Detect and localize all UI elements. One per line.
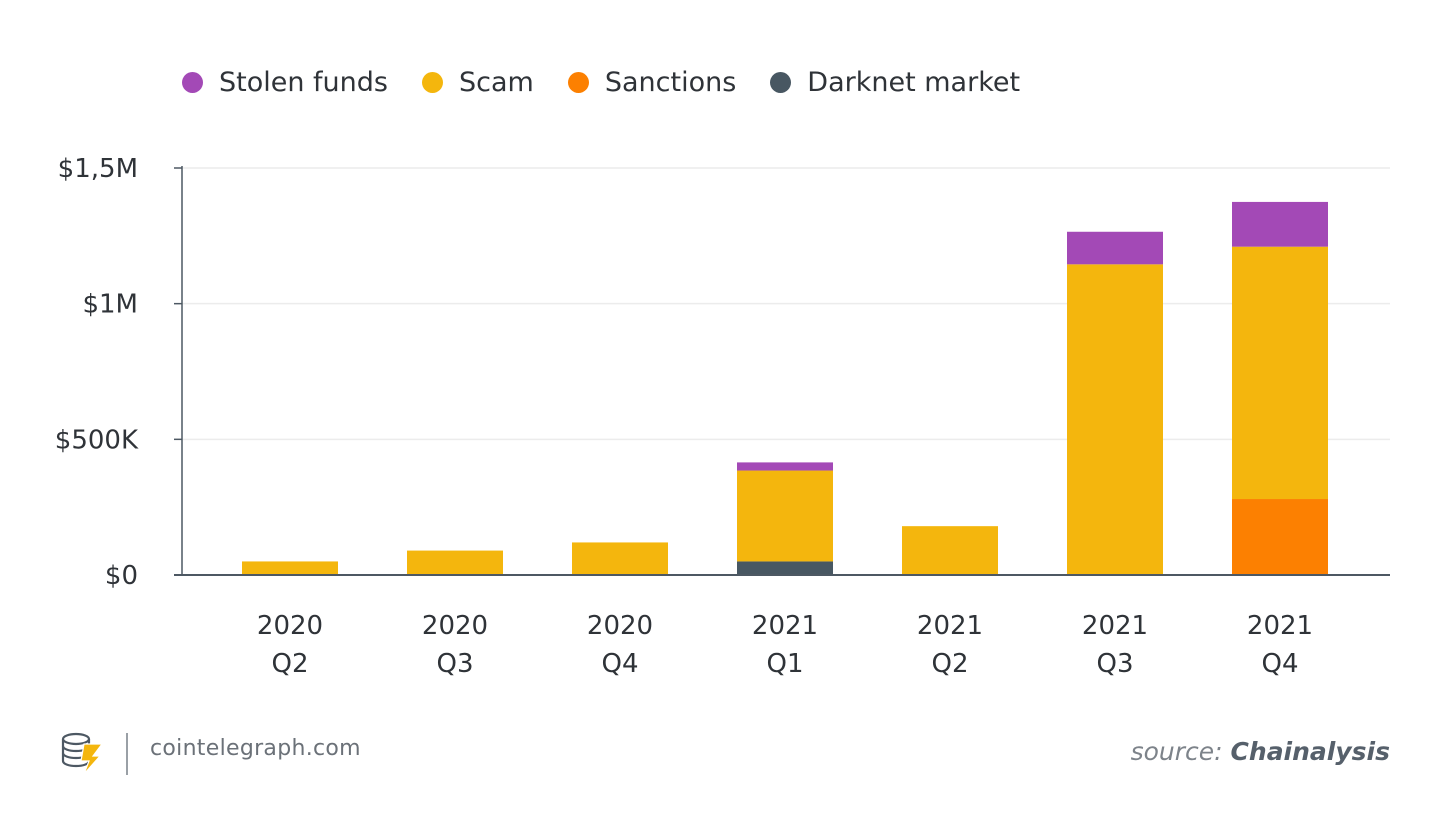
x-tick-label: 2021 — [752, 611, 818, 641]
legend-swatch — [182, 71, 203, 93]
bar-stolen-funds — [1232, 201, 1328, 247]
bar-sanctions — [1232, 499, 1328, 575]
legend-swatch — [422, 71, 443, 93]
bar-scam — [1232, 246, 1328, 500]
y-tick-label: $0 — [105, 561, 138, 591]
x-tick-label: Q4 — [601, 649, 638, 679]
x-tick-label: Q3 — [1096, 649, 1133, 679]
cointelegraph-logo-icon — [61, 732, 104, 774]
legend-swatch — [567, 71, 589, 93]
bar-scam — [407, 550, 503, 575]
bar-darknet-market — [737, 561, 833, 575]
x-tick-label: 2021 — [1247, 611, 1313, 641]
y-tick-label: $1M — [82, 290, 138, 320]
legend-item-sanctions: Sanctions — [567, 66, 737, 98]
x-tick-label: Q3 — [436, 649, 473, 679]
legend-swatch — [770, 71, 792, 93]
legend-item-darknet-market: Darknet market — [770, 67, 1020, 98]
source-name: Chainalysis — [1230, 737, 1390, 766]
legend-label: Sanctions — [604, 66, 737, 98]
footer-site-url[interactable]: cointelegraph.com — [150, 736, 361, 761]
x-tick-label: 2020 — [587, 611, 653, 641]
x-tick-label: 2021 — [1082, 611, 1148, 641]
legend: Stolen funds Scam Sanctions Darknet market — [182, 60, 1054, 104]
legend-label: Scam — [459, 66, 534, 98]
footer-divider — [126, 733, 128, 775]
x-tick-label: Q2 — [271, 649, 308, 679]
x-tick-label: 2021 — [917, 611, 983, 641]
bar-stolen-funds — [1067, 231, 1163, 265]
y-tick-label: $1,5M — [58, 154, 138, 184]
bar-scam — [572, 542, 668, 575]
legend-item-scam: Scam — [422, 67, 534, 98]
legend-item-stolen-funds: Stolen funds — [182, 67, 388, 98]
y-tick-label: $500K — [55, 425, 139, 455]
source-prefix: source: — [1130, 737, 1231, 766]
bar-scam — [242, 561, 338, 575]
bar-scam — [902, 526, 998, 575]
x-tick-label: Q4 — [1261, 649, 1298, 679]
bar-scam — [737, 470, 833, 562]
legend-label: Stolen funds — [219, 66, 388, 98]
x-tick-label: 2020 — [257, 611, 323, 641]
x-tick-label: Q2 — [931, 649, 968, 679]
footer-source: source: Chainalysis — [1131, 737, 1390, 766]
legend-label: Darknet market — [807, 66, 1021, 98]
x-tick-label: 2020 — [422, 611, 488, 641]
x-tick-label: Q1 — [766, 649, 803, 679]
bar-scam — [1067, 264, 1163, 575]
bar-stolen-funds — [737, 462, 833, 471]
